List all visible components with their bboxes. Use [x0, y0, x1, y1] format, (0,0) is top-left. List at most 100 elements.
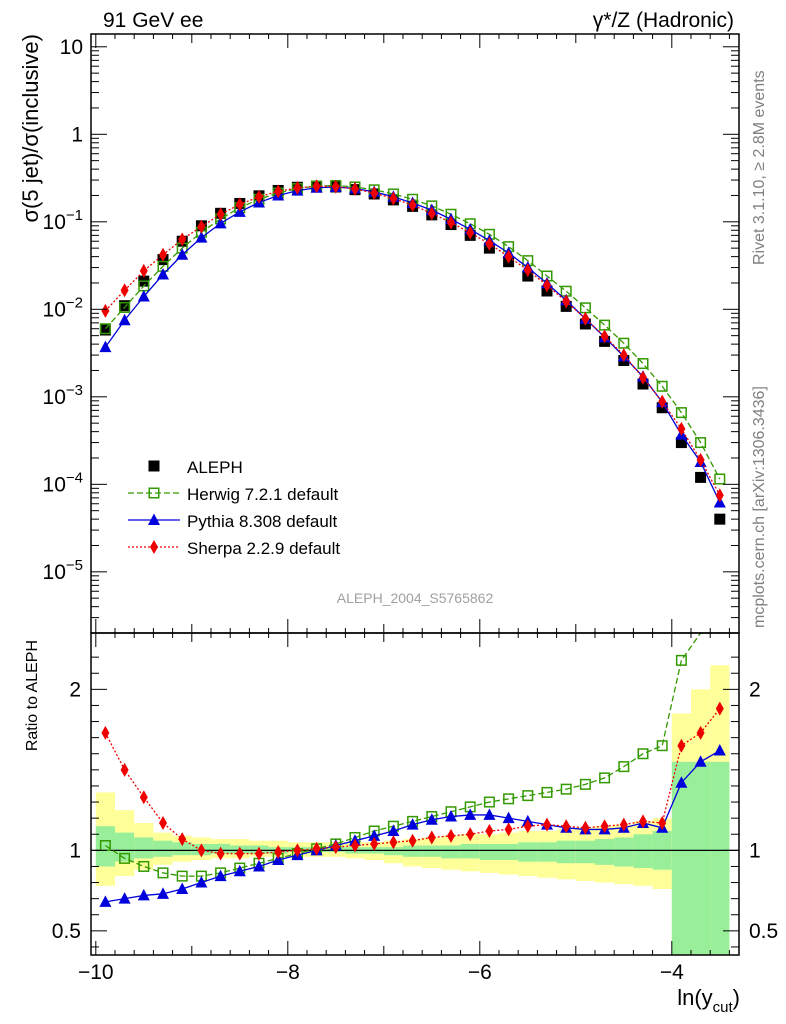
legend-label-sherpa: Sherpa 2.2.9 default	[187, 539, 340, 558]
ratio-y-tick-label-right: 1	[749, 839, 761, 862]
ratio-pythia-point	[445, 810, 457, 822]
sherpa-point	[159, 247, 167, 262]
legend-label-pythia: Pythia 8.308 default	[187, 512, 338, 531]
y-tick-label: 10−3	[43, 382, 83, 409]
y-tick-label: 10−4	[43, 469, 83, 496]
ratio-pythia-point	[233, 864, 246, 877]
uncertainty-band-inner	[172, 842, 192, 856]
herwig-point	[637, 358, 649, 370]
ratio-sherpa-point	[427, 830, 436, 845]
legend-marker-herwig	[148, 487, 160, 499]
herwig-point	[618, 337, 630, 349]
uncertainty-band-inner	[153, 840, 173, 857]
herwig-point	[675, 407, 687, 419]
ratio-herwig-point	[138, 860, 150, 872]
main-series-layer	[99, 179, 726, 525]
sherpa-point	[408, 198, 417, 213]
ratio-herwig-point	[157, 867, 169, 879]
ratio-sherpa-point	[312, 841, 321, 856]
sherpa-point	[389, 191, 398, 206]
ratio-pythia-point	[253, 859, 265, 872]
herwig-point	[714, 473, 726, 485]
ratio-sherpa-point	[235, 846, 244, 861]
y-tick-label: 1	[71, 123, 83, 146]
ratio-sherpa-point	[504, 822, 513, 837]
ratio-sherpa-point	[658, 815, 667, 830]
ratio-pythia-point	[713, 744, 726, 756]
ratio-herwig-point	[119, 852, 131, 864]
ratio-sherpa-point	[447, 828, 455, 843]
ratio-sherpa-point	[389, 835, 398, 850]
sherpa-point	[216, 207, 225, 222]
uncertainty-band-inner	[575, 840, 595, 864]
ratio-herwig-point	[541, 786, 553, 798]
header-right-label: γ*/Z (Hadronic)	[593, 9, 734, 32]
ratio-sherpa-point	[216, 846, 225, 861]
ratio-sherpa-point	[120, 762, 129, 777]
pythia-point	[157, 267, 169, 280]
sherpa-point	[466, 225, 475, 240]
uncertainty-band-inner	[556, 840, 576, 864]
legend-label-herwig: Herwig 7.2.1 default	[187, 485, 338, 504]
sherpa-point	[619, 348, 628, 363]
y-tick-label: 10−1	[43, 207, 83, 234]
x-tick-label: −4	[660, 961, 684, 984]
header-left-label: 91 GeV ee	[103, 9, 203, 32]
ratio-herwig-point	[618, 761, 630, 773]
uncertainty-band-inner	[383, 847, 403, 856]
ratio-y-tick-label: 1	[69, 839, 81, 862]
uncertainty-band-inner	[518, 842, 538, 862]
ratio-y-tick-label: 0.5	[52, 920, 81, 943]
y-tick-label: 10	[60, 36, 83, 59]
ratio-y-axis-label: Ratio to ALEPH	[24, 640, 41, 751]
sherpa-point	[677, 421, 686, 436]
ratio-sherpa-line	[104, 708, 721, 855]
sherpa-point	[543, 278, 551, 293]
ratio-sherpa-point	[139, 790, 148, 805]
ratio-herwig-point	[637, 748, 649, 760]
uncertainty-band-inner	[710, 761, 730, 955]
analysis-tag: ALEPH_2004_S5765862	[337, 590, 494, 606]
ratio-herwig-line	[105, 632, 720, 877]
uncertainty-band-inner	[460, 843, 480, 859]
sherpa-line	[104, 185, 721, 496]
sherpa-point	[447, 215, 455, 230]
legend-label-data: ALEPH	[187, 458, 243, 477]
ratio-sherpa-point	[677, 738, 686, 753]
uncertainty-band-inner	[633, 834, 653, 869]
uncertainty-band-inner	[134, 837, 154, 859]
ratio-sherpa-point	[619, 817, 628, 832]
sherpa-point	[562, 294, 571, 309]
ratio-pythia-point	[272, 853, 285, 866]
legend-marker-data	[148, 460, 160, 472]
legend: ALEPH Herwig 7.2.1 default Pythia 8.308 de…	[128, 458, 340, 558]
ratio-sherpa-point	[274, 844, 283, 859]
ratio-herwig-point	[656, 740, 668, 752]
ratio-sherpa-point	[523, 819, 532, 834]
uncertainty-band-inner	[691, 761, 711, 955]
legend-marker-pythia	[148, 513, 160, 525]
uncertainty-band-inner	[479, 843, 499, 861]
uncertainty-band-inner	[537, 842, 557, 862]
ratio-sherpa-point	[255, 846, 263, 861]
ratio-sherpa-point	[331, 840, 340, 855]
ratio-sherpa-point	[197, 843, 206, 858]
ratio-y-tick-label-right: 0.5	[749, 920, 778, 943]
ratio-y-tick-label: 2	[69, 678, 81, 701]
ratio-sherpa-point	[466, 827, 475, 842]
ratio-pythia-point	[176, 882, 189, 894]
ratio-herwig-point	[483, 796, 495, 808]
ratio-herwig-point	[560, 783, 572, 795]
ratio-pythia-point	[406, 818, 419, 830]
legend-marker-sherpa	[150, 540, 158, 554]
pythia-point	[137, 290, 150, 302]
ratio-pythia-point	[99, 895, 112, 907]
ratio-sherpa-point	[159, 815, 167, 830]
mcplots-reference-label: mcplots.cern.ch [arXiv:1306.3436]	[751, 386, 768, 628]
sherpa-point	[658, 394, 667, 409]
uncertainty-band-inner	[95, 826, 115, 867]
pythia-line	[104, 186, 721, 503]
sherpa-point	[715, 488, 724, 503]
ratio-herwig-point	[675, 654, 687, 666]
